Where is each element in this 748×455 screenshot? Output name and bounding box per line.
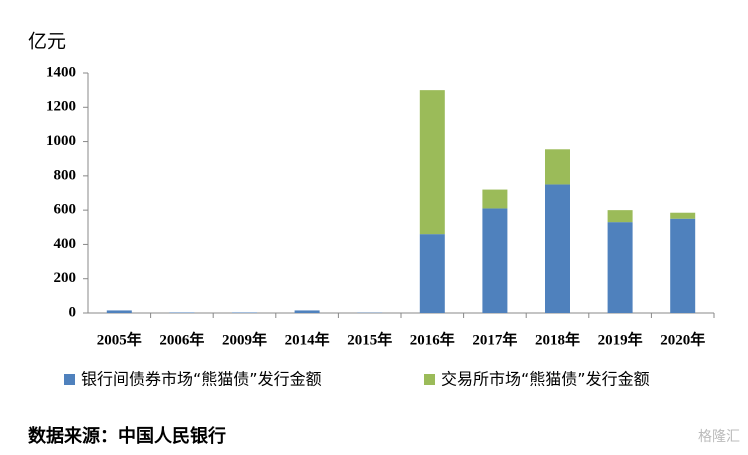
- bar: [419, 90, 445, 235]
- y-tick-label: 200: [54, 270, 77, 286]
- bar: [670, 212, 696, 219]
- x-tick-label: 2019年: [598, 330, 643, 348]
- bar: [607, 222, 633, 313]
- legend-label: 交易所市场“熊猫债”发行金额: [441, 370, 650, 389]
- x-tick-label: 2014年: [285, 330, 330, 348]
- bar: [482, 189, 508, 209]
- watermark: 格隆汇: [698, 429, 740, 445]
- y-tick-label: 400: [54, 236, 77, 252]
- legend-swatch: [64, 374, 75, 385]
- x-tick-label: 2005年: [97, 330, 142, 348]
- source: 数据来源：中国人民银行: [28, 425, 226, 447]
- y-tick-label: 1400: [46, 64, 76, 80]
- x-tick-label: 2009年: [222, 330, 267, 348]
- y-tick-label: 1000: [46, 133, 76, 149]
- y-axis-label: 亿元: [28, 31, 66, 53]
- legend-swatch: [424, 374, 435, 385]
- bar: [545, 184, 570, 313]
- bar: [106, 310, 132, 313]
- x-tick-label: 2015年: [347, 330, 392, 348]
- legend-label: 银行间债券市场“熊猫债”发行金额: [81, 370, 322, 389]
- bar: [232, 312, 257, 313]
- bar: [607, 210, 633, 223]
- x-tick-label: 2006年: [159, 330, 204, 348]
- x-tick-label: 2020年: [660, 330, 705, 348]
- x-tick-label: 2016年: [410, 330, 455, 348]
- bar: [670, 218, 696, 313]
- y-tick-label: 800: [54, 167, 77, 183]
- bar: [419, 234, 445, 313]
- bar: [169, 312, 195, 313]
- y-tick-label: 600: [54, 202, 77, 218]
- bar: [294, 310, 320, 313]
- x-tick-label: 2018年: [535, 330, 580, 348]
- bar: [482, 208, 508, 313]
- y-tick-label: 1200: [46, 99, 76, 115]
- bar: [545, 149, 570, 185]
- y-tick-label: 0: [69, 304, 77, 320]
- x-tick-label: 2017年: [472, 330, 517, 348]
